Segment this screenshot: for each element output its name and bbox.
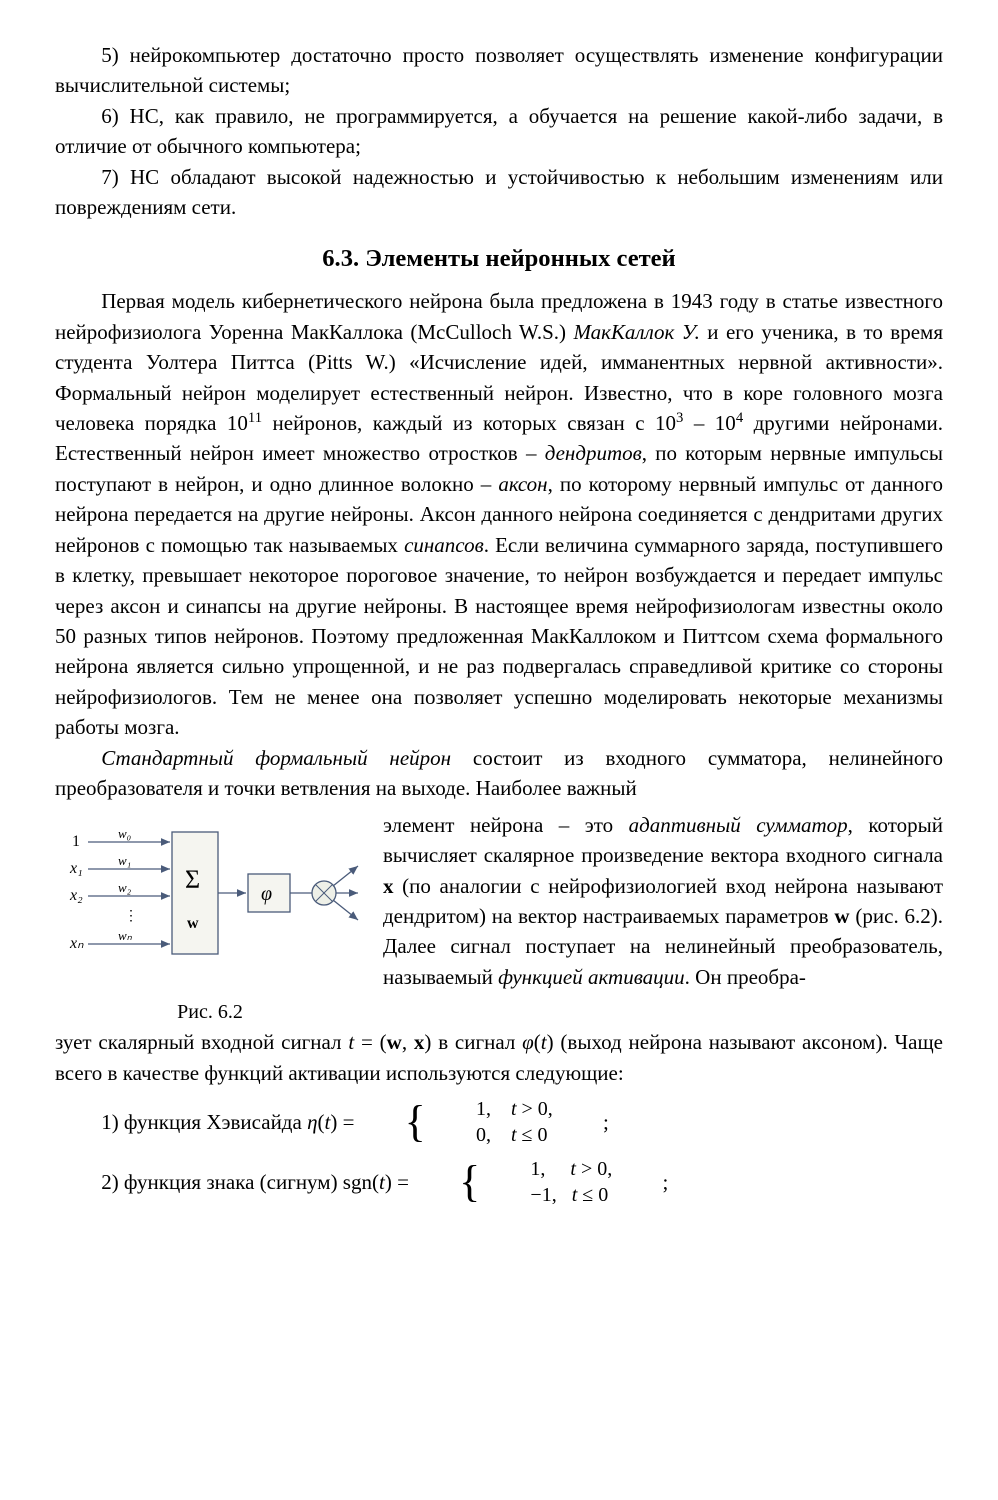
text: ) =	[385, 1170, 409, 1194]
cases: 1, t > 0, −1, t ≤ 0	[484, 1156, 612, 1208]
text: ) =	[330, 1110, 354, 1134]
figure-left: 1 x₁ x₂ xₙ w₀ w₁ w₂ wₙ ⋮ Σ w	[55, 810, 365, 1027]
text: нейронов, каждый из которых связан с 10	[262, 411, 676, 435]
para-7: 7) НС обладают высокой надежностью и уст…	[55, 162, 943, 223]
section-title: 6.3. Элементы нейронных сетей	[55, 241, 943, 277]
formula-tail: ;	[616, 1167, 668, 1197]
text: . Он преобра-	[685, 965, 806, 989]
case-line: 1, t > 0,	[484, 1156, 612, 1182]
svg-text:xₙ: xₙ	[69, 935, 84, 952]
text-bold: x	[383, 874, 394, 898]
svg-text:φ: φ	[261, 883, 272, 905]
formula-lead: 1) функция Хэвисайда η(t) =	[55, 1107, 354, 1137]
left-brace-icon: {	[358, 1102, 425, 1142]
svg-text:1: 1	[72, 833, 80, 850]
case-line: −1, t ≤ 0	[484, 1182, 612, 1208]
svg-text:w: w	[187, 915, 199, 932]
text: 1) функция Хэвисайда	[101, 1110, 307, 1134]
svg-text:x₂: x₂	[69, 887, 83, 904]
figure-caption: Рис. 6.2	[177, 998, 243, 1027]
text: )	[547, 1030, 554, 1054]
formula-2: 2) функция знака (сигнум) sgn(t) = { 1, …	[55, 1156, 943, 1208]
text-italic: дендритов	[545, 441, 642, 465]
cases: 1, t > 0, 0, t ≤ 0	[430, 1096, 553, 1148]
text-italic: МакКаллок У.	[573, 320, 699, 344]
text-bold: w	[834, 904, 849, 928]
cont-para: зует скалярный входной сигнал t = (w, x)…	[55, 1027, 943, 1088]
svg-text:x₁: x₁	[69, 860, 83, 877]
text: 2) функция знака (сигнум) sgn(	[101, 1170, 379, 1194]
sup: 11	[248, 410, 262, 426]
main-para-1: Первая модель кибернетического нейрона б…	[55, 286, 943, 743]
var: η	[307, 1110, 317, 1134]
text: в сигнал	[431, 1030, 522, 1054]
text-italic: Стандартный формальный нейрон	[101, 746, 451, 770]
svg-text:w₀: w₀	[118, 826, 131, 841]
text-italic: синапсов	[404, 533, 484, 557]
text: (	[318, 1110, 325, 1134]
neuron-diagram: 1 x₁ x₂ xₙ w₀ w₁ w₂ wₙ ⋮ Σ w	[60, 818, 360, 986]
brace-block: { 1, t > 0, 0, t ≤ 0	[358, 1096, 552, 1148]
svg-text:⋮: ⋮	[124, 909, 138, 924]
var-bold: w	[387, 1030, 402, 1054]
case-line: 1, t > 0,	[430, 1096, 553, 1122]
figure-block: 1 x₁ x₂ xₙ w₀ w₁ w₂ wₙ ⋮ Σ w	[55, 810, 943, 1027]
figure-right-text: элемент нейрона – это адаптивный суммато…	[383, 810, 943, 993]
text-italic: адаптивный сумматор	[629, 813, 848, 837]
svg-text:w₂: w₂	[118, 880, 132, 895]
para-5: 5) нейрокомпьютер достаточно просто позв…	[55, 40, 943, 101]
brace-block: { 1, t > 0, −1, t ≤ 0	[413, 1156, 612, 1208]
text: элемент нейрона – это	[383, 813, 629, 837]
formula-tail: ;	[557, 1107, 609, 1137]
main-para-2: Стандартный формальный нейрон состоит из…	[55, 743, 943, 804]
text: (	[534, 1030, 541, 1054]
text: ,	[402, 1030, 414, 1054]
formula-lead: 2) функция знака (сигнум) sgn(t) =	[55, 1167, 409, 1197]
var-bold: x	[414, 1030, 425, 1054]
var: φ	[522, 1030, 534, 1054]
text-italic: аксон	[498, 472, 547, 496]
case-line: 0, t ≤ 0	[430, 1122, 553, 1148]
left-brace-icon: {	[413, 1162, 480, 1202]
text: – 10	[683, 411, 735, 435]
text-italic: функцией активации	[498, 965, 685, 989]
text: зует скалярный входной сигнал	[55, 1030, 348, 1054]
neuron-svg: 1 x₁ x₂ xₙ w₀ w₁ w₂ wₙ ⋮ Σ w	[60, 818, 360, 978]
svg-text:w₁: w₁	[118, 853, 131, 868]
svg-text:Σ: Σ	[185, 865, 200, 894]
para-6: 6) НС, как правило, не программируется, …	[55, 101, 943, 162]
formula-1: 1) функция Хэвисайда η(t) = { 1, t > 0, …	[55, 1096, 943, 1148]
text: . Если величина суммарного заряда, посту…	[55, 533, 943, 740]
svg-text:wₙ: wₙ	[118, 928, 133, 943]
text: = (	[354, 1030, 386, 1054]
